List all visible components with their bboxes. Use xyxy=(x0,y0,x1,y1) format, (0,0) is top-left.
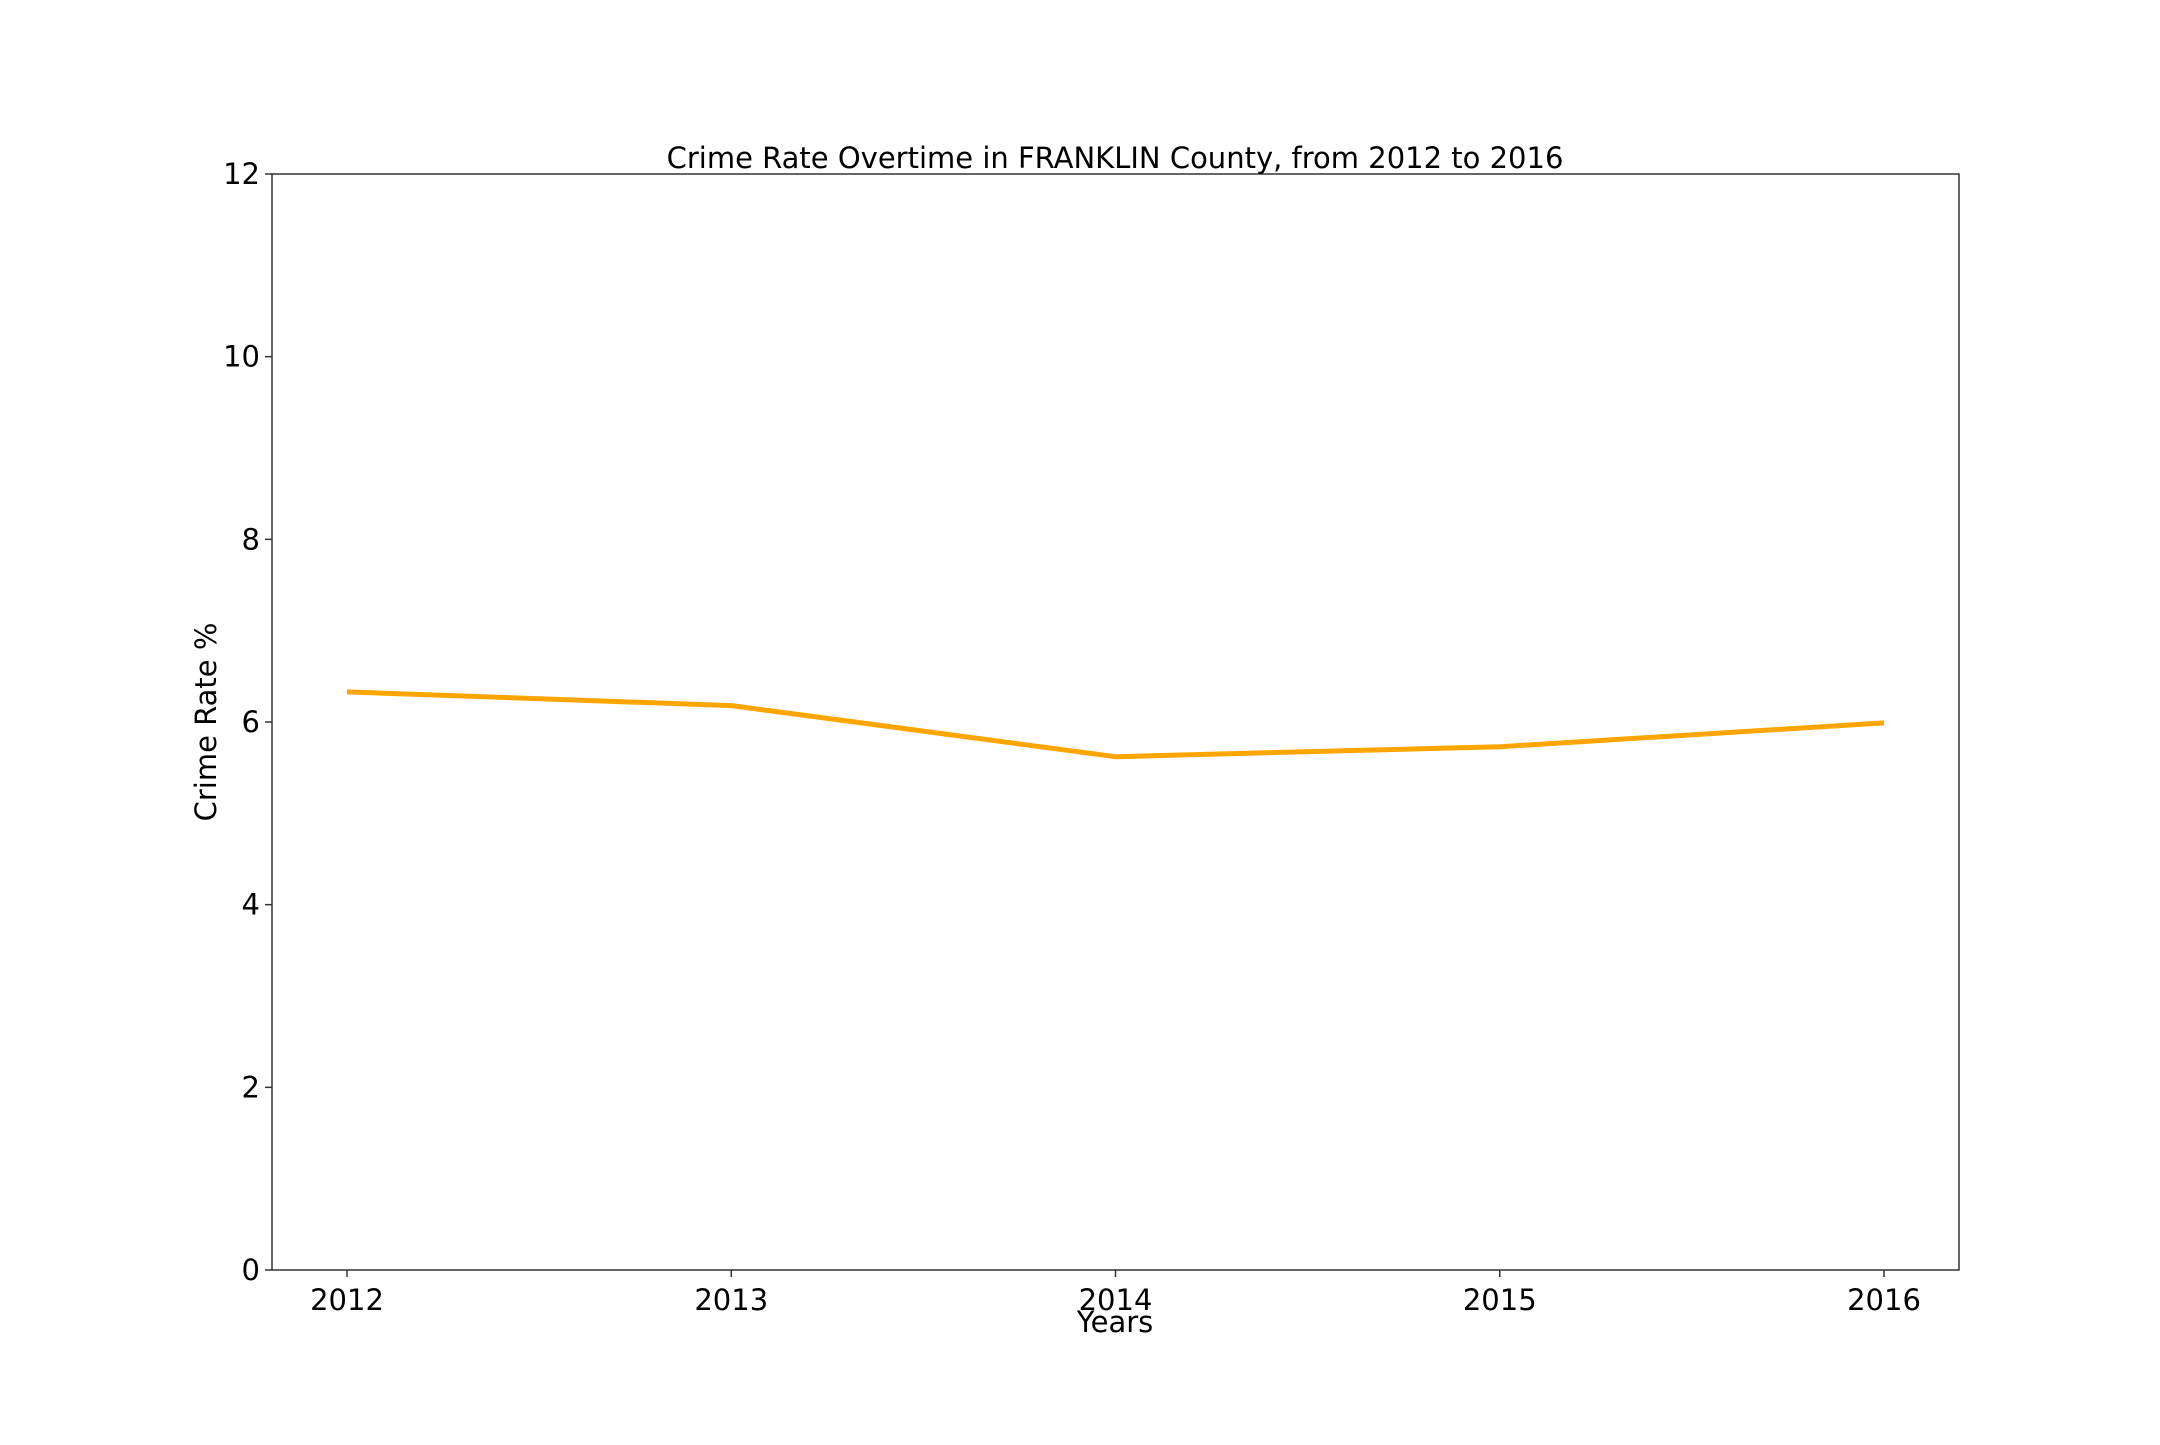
y-tick-label: 10 xyxy=(223,340,260,374)
y-tick-label: 0 xyxy=(242,1253,260,1287)
x-tick-label: 2015 xyxy=(1463,1283,1537,1317)
x-tick-label: 2013 xyxy=(694,1283,768,1317)
x-axis-label: Years xyxy=(1076,1305,1154,1339)
plot-area xyxy=(271,173,1960,1271)
y-tick-label: 8 xyxy=(242,522,260,556)
y-tick-label: 4 xyxy=(242,888,260,922)
y-tick-label: 2 xyxy=(242,1070,260,1104)
x-tick-label: 2012 xyxy=(310,1283,384,1317)
series-layer xyxy=(346,689,1885,760)
y-axis: 0 2 4 6 8 10 12 xyxy=(223,157,272,1287)
chart-title: Crime Rate Overtime in FRANKLIN County, … xyxy=(667,141,1564,175)
series-line xyxy=(346,689,1885,760)
x-tick-label: 2016 xyxy=(1847,1283,1921,1317)
y-tick-label: 12 xyxy=(223,157,260,191)
x-axis: 2012 2013 2014 2015 2016 xyxy=(310,1270,1921,1317)
x-tick-label: 2014 xyxy=(1079,1283,1153,1317)
y-tick-label: 6 xyxy=(242,705,260,739)
y-axis-label: Crime Rate % xyxy=(189,623,223,822)
